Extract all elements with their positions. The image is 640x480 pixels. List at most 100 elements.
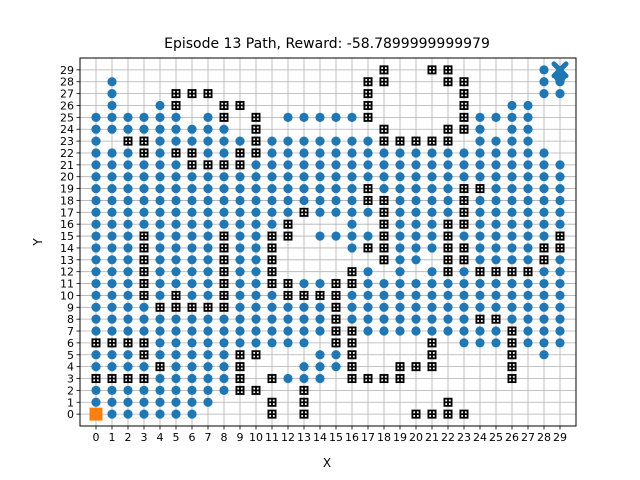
obstacle-dot bbox=[336, 292, 339, 295]
obstacle-dot bbox=[381, 213, 384, 216]
obstacle-marker bbox=[171, 89, 181, 99]
obstacle-square bbox=[139, 338, 149, 348]
obstacle-dot bbox=[221, 114, 224, 117]
path-point bbox=[107, 124, 117, 134]
obstacle-marker bbox=[443, 255, 453, 265]
obstacle-square bbox=[171, 302, 181, 312]
obstacle-dot bbox=[256, 387, 259, 390]
obstacle-dot bbox=[269, 415, 272, 417]
path-point bbox=[491, 160, 501, 170]
obstacle-dot bbox=[512, 375, 515, 378]
obstacle-dot bbox=[512, 379, 515, 382]
obstacle-square bbox=[107, 374, 117, 384]
path-point bbox=[267, 290, 277, 301]
path-point bbox=[507, 243, 517, 253]
obstacle-dot bbox=[461, 411, 464, 414]
path-point bbox=[555, 207, 565, 217]
obstacle-marker bbox=[299, 207, 309, 217]
obstacle-square bbox=[219, 112, 229, 122]
obstacle-dot bbox=[416, 363, 419, 366]
obstacle-dot bbox=[384, 213, 387, 216]
obstacle-dot bbox=[269, 268, 272, 271]
obstacle-marker bbox=[507, 326, 517, 336]
path-point bbox=[443, 302, 453, 312]
obstacle-dot bbox=[221, 272, 224, 275]
obstacle-dot bbox=[317, 292, 320, 295]
path-point bbox=[411, 278, 421, 289]
path-point bbox=[251, 290, 261, 301]
path-point bbox=[171, 124, 181, 134]
obstacle-dot bbox=[352, 280, 355, 283]
path-point bbox=[331, 112, 341, 122]
obstacle-dot bbox=[240, 150, 243, 153]
obstacle-dot bbox=[144, 245, 147, 248]
obstacle-square bbox=[539, 255, 549, 265]
x-tick-label: 23 bbox=[457, 431, 471, 444]
obstacle-square bbox=[459, 219, 469, 229]
obstacle-dot bbox=[269, 272, 272, 275]
obstacle-dot bbox=[352, 343, 355, 346]
path-point bbox=[123, 350, 133, 360]
path-point bbox=[475, 255, 485, 265]
obstacle-dot bbox=[141, 141, 144, 144]
obstacle-dot bbox=[416, 141, 419, 144]
path-point bbox=[107, 160, 117, 170]
path-point bbox=[459, 172, 469, 182]
path-point bbox=[299, 362, 309, 372]
obstacle-dot bbox=[205, 308, 208, 310]
obstacle-square bbox=[331, 302, 341, 312]
y-tick-label: 25 bbox=[60, 111, 74, 124]
path-point bbox=[315, 362, 325, 372]
path-point bbox=[443, 172, 453, 182]
path-point bbox=[251, 172, 261, 182]
obstacle-dot bbox=[224, 260, 227, 263]
x-tick-label: 19 bbox=[393, 431, 407, 444]
obstacle-dot bbox=[349, 331, 352, 334]
x-tick-label: 25 bbox=[489, 431, 503, 444]
obstacle-square bbox=[139, 243, 149, 253]
path-point bbox=[555, 183, 565, 194]
obstacle-dot bbox=[429, 367, 432, 370]
obstacle-dot bbox=[144, 233, 147, 236]
obstacle-marker bbox=[267, 243, 277, 253]
obstacle-marker bbox=[251, 124, 261, 134]
obstacle-square bbox=[459, 89, 469, 99]
obstacle-square bbox=[443, 255, 453, 265]
obstacle-dot bbox=[256, 114, 259, 117]
obstacle-dot bbox=[272, 272, 275, 275]
path-point bbox=[379, 183, 389, 194]
obstacle-square bbox=[251, 385, 261, 395]
obstacle-dot bbox=[141, 150, 144, 153]
obstacle-square bbox=[443, 397, 453, 407]
obstacle-dot bbox=[333, 331, 336, 334]
obstacle-dot bbox=[461, 189, 464, 192]
obstacle-dot bbox=[528, 268, 531, 271]
path-point bbox=[539, 350, 549, 360]
obstacle-marker bbox=[299, 409, 309, 419]
obstacle-marker bbox=[459, 124, 469, 134]
obstacle-dot bbox=[464, 79, 467, 81]
obstacle-dot bbox=[224, 106, 227, 109]
path-point bbox=[539, 290, 549, 301]
obstacle-dot bbox=[445, 236, 448, 239]
obstacle-square bbox=[443, 124, 453, 134]
path-point bbox=[427, 243, 437, 253]
obstacle-dot bbox=[365, 114, 368, 117]
obstacle-dot bbox=[125, 379, 128, 382]
path-point bbox=[299, 326, 309, 336]
y-tick-label: 23 bbox=[60, 135, 74, 148]
path-point bbox=[107, 243, 117, 253]
obstacle-dot bbox=[448, 415, 451, 417]
obstacle-dot bbox=[509, 328, 512, 331]
path-point bbox=[203, 397, 213, 407]
obstacle-dot bbox=[109, 340, 112, 343]
path-point bbox=[187, 326, 197, 336]
path-point bbox=[475, 172, 485, 182]
obstacle-dot bbox=[461, 209, 464, 212]
obstacle-square bbox=[139, 267, 149, 277]
path-point bbox=[123, 290, 133, 301]
obstacle-dot bbox=[560, 245, 563, 248]
obstacle-square bbox=[363, 77, 373, 87]
obstacle-dot bbox=[432, 363, 435, 366]
obstacle-dot bbox=[512, 331, 515, 334]
